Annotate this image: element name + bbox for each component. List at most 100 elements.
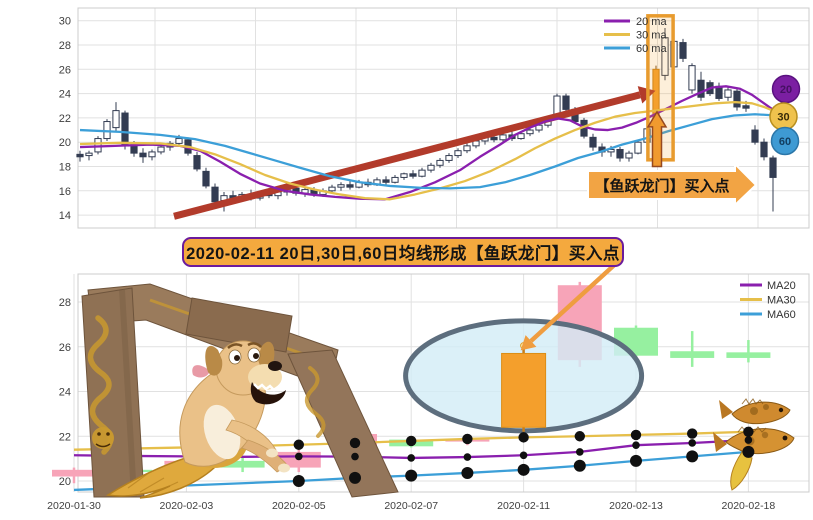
candlestick xyxy=(85,150,93,161)
x-tick-label: 2020-01-30 xyxy=(47,500,101,512)
dog-open-mouth xyxy=(250,382,286,405)
ma-marker-dot xyxy=(517,463,530,476)
dog-nose xyxy=(268,361,282,371)
candlestick xyxy=(148,149,156,161)
y-tick-label: 20 xyxy=(59,137,71,149)
candlestick xyxy=(391,175,399,184)
candlestick xyxy=(427,162,435,173)
y-tick-label: 22 xyxy=(59,431,71,443)
candlestick xyxy=(409,170,417,179)
dog-tongue xyxy=(192,365,210,378)
ma-badge-label: 60 xyxy=(779,136,791,148)
y-tick-label: 20 xyxy=(59,476,71,488)
candlestick xyxy=(76,150,84,162)
candlestick xyxy=(697,71,705,101)
candlestick xyxy=(382,176,390,185)
ma-badge-label: 30 xyxy=(777,112,789,124)
candlestick xyxy=(760,138,768,161)
candlestick xyxy=(445,153,453,163)
koi-fish-illustration xyxy=(713,398,795,491)
ma-marker-dot xyxy=(630,429,642,441)
candlestick xyxy=(751,125,759,145)
candlestick xyxy=(193,151,201,172)
y-tick-label: 24 xyxy=(59,387,71,399)
x-tick-label: 2020-02-07 xyxy=(384,500,438,512)
buy-point-candlestick xyxy=(501,346,547,432)
ma-marker-dot xyxy=(687,428,698,439)
x-tick-label: 2020-02-03 xyxy=(160,500,214,512)
candlestick xyxy=(52,467,96,484)
candlestick xyxy=(724,87,732,101)
ma-line-60ma xyxy=(79,113,777,190)
candlestick xyxy=(688,63,696,94)
ma-marker-dot xyxy=(293,439,304,450)
ma-marker-dot xyxy=(630,454,642,467)
plot-border xyxy=(77,273,810,493)
candlestick xyxy=(418,167,426,178)
y-tick-label: 18 xyxy=(59,162,71,174)
y-tick-label: 14 xyxy=(59,210,71,222)
ma-marker-dot xyxy=(518,432,529,443)
dog-fish-illustration xyxy=(105,340,290,499)
ma-marker-dot xyxy=(744,436,753,444)
ma-marker-dot xyxy=(519,451,528,460)
buy-point-callout-label: 【鱼跃龙门】买入点 xyxy=(594,177,729,195)
candlestick xyxy=(400,172,408,180)
ma-marker-dot xyxy=(406,435,417,447)
ma-marker-dot xyxy=(463,453,472,461)
candlestick xyxy=(454,148,462,158)
ma-marker-dot xyxy=(742,445,755,458)
x-tick-label: 2020-02-18 xyxy=(722,500,776,512)
candlestick xyxy=(112,102,120,132)
candlestick xyxy=(202,167,210,189)
overview-chart: 30 28 26 24 22 20 18 16 14 【鱼跃龙门】买入点 20 ma 30 ma60 … xyxy=(59,7,810,229)
pattern-title-banner: 2020-02-11 20日,30日,60日均线形成【鱼跃龙门】买入点 xyxy=(182,237,624,267)
ma-marker-dot xyxy=(407,454,416,462)
y-tick-label: 16 xyxy=(59,186,71,198)
y-tick-label: 26 xyxy=(59,64,71,76)
candlestick xyxy=(589,133,597,151)
legend-label: 20 ma xyxy=(636,16,667,28)
ma-marker-dot xyxy=(743,426,754,437)
ma-marker-dot xyxy=(632,441,640,450)
ma-marker-dot xyxy=(461,466,474,479)
arrow-head xyxy=(520,335,537,351)
y-tick-label: 28 xyxy=(59,297,71,309)
y-tick-label: 26 xyxy=(59,342,71,354)
candlestick xyxy=(679,38,687,63)
plot-border xyxy=(77,7,810,229)
x-tick-label: 2020-02-13 xyxy=(609,500,663,512)
ma-line-30ma xyxy=(79,100,777,201)
candlestick xyxy=(220,456,265,473)
candlestick xyxy=(625,150,633,162)
ma-marker-dot xyxy=(576,448,584,456)
candlestick xyxy=(634,139,642,155)
ma-line-20ma xyxy=(79,85,777,201)
candlestick xyxy=(616,147,624,162)
y-tick-label: 30 xyxy=(59,16,71,28)
candlestick xyxy=(715,82,723,101)
ma-marker-dot xyxy=(349,471,361,484)
candlestick xyxy=(463,143,471,154)
pointer-arrow-shaft xyxy=(529,256,624,343)
trend-arrow-shaft xyxy=(173,91,641,220)
koi-tail-fin xyxy=(730,451,753,491)
candlestick xyxy=(337,182,345,191)
candlestick xyxy=(436,157,444,168)
zoom-chart-overlay: MA20 MA30 MA60 xyxy=(292,256,796,487)
candlestick xyxy=(733,87,741,111)
ma-marker-dot xyxy=(573,459,586,472)
candlestick xyxy=(157,144,165,155)
legend-label: MA20 xyxy=(767,280,796,292)
legend-label: MA30 xyxy=(767,295,796,307)
buy-point-up-arrow xyxy=(646,110,668,168)
ma-badge-60 xyxy=(770,126,800,156)
ma-marker-dot xyxy=(405,469,418,482)
x-tick-label: 2020-02-05 xyxy=(272,500,326,512)
ma-marker-dot xyxy=(292,475,305,487)
candlestick xyxy=(526,127,534,137)
candlestick xyxy=(661,27,669,81)
y-tick-label: 22 xyxy=(59,113,71,125)
